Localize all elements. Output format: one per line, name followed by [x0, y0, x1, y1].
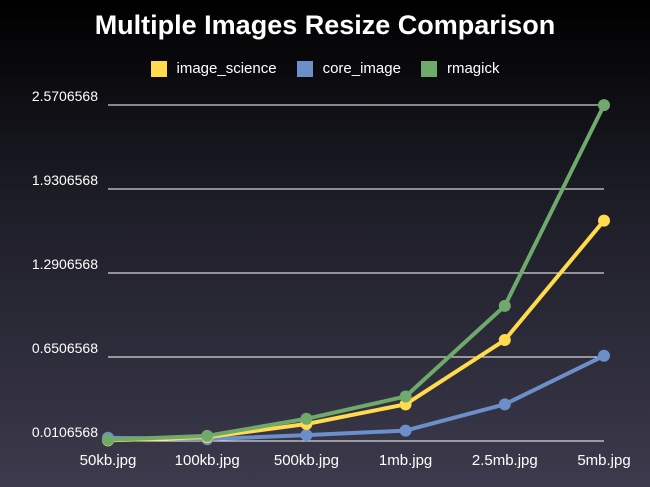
- legend-label-image-science: image_science: [176, 60, 277, 77]
- legend-item-core-image: core_image: [296, 60, 401, 77]
- x-tick-label-1: 100kb.jpg: [175, 452, 240, 469]
- series-line-rmagick: [106, 103, 606, 442]
- x-tick-label-5: 5mb.jpg: [577, 452, 630, 469]
- legend-label-core-image: core_image: [322, 60, 401, 77]
- data-point-image-science-4: [498, 334, 511, 347]
- x-tick-label-4: 2.5mb.jpg: [472, 452, 538, 469]
- x-tick-label-3: 1mb.jpg: [379, 452, 432, 469]
- y-tick-label-0: 0.0106568: [32, 424, 98, 440]
- data-point-rmagick-5: [598, 99, 610, 112]
- legend-item-rmagick: rmagick: [420, 60, 500, 77]
- data-point-rmagick-2: [300, 412, 313, 425]
- y-tick-label-1: 0.6506568: [32, 340, 98, 356]
- chart-title: Multiple Images Resize Comparison: [94, 10, 556, 40]
- data-point-rmagick-1: [201, 429, 214, 442]
- series-line-core-image: [106, 353, 606, 442]
- y-tick-label-2: 1.2906568: [32, 256, 98, 272]
- data-point-image-science-5: [598, 214, 610, 227]
- data-point-core-image-4: [498, 398, 511, 411]
- data-point-rmagick-4: [498, 299, 511, 312]
- legend-swatch-core-image: [296, 60, 313, 77]
- legend-swatch-rmagick: [420, 60, 437, 77]
- y-tick-label-3: 1.9306568: [32, 172, 98, 188]
- legend: image_science core_image rmagick: [0, 60, 650, 77]
- y-tick-label-4: 2.5706568: [32, 88, 98, 104]
- data-point-core-image-5: [598, 349, 610, 362]
- data-point-rmagick-3: [399, 390, 412, 403]
- data-point-core-image-2: [300, 429, 313, 442]
- x-tick-label-2: 500kb.jpg: [274, 452, 339, 469]
- legend-label-rmagick: rmagick: [446, 60, 500, 77]
- data-point-rmagick-0: [102, 433, 114, 446]
- legend-item-image-science: image_science: [150, 60, 277, 77]
- legend-swatch-image-science: [150, 60, 167, 77]
- x-tick-label-0: 50kb.jpg: [80, 452, 137, 469]
- data-point-core-image-3: [399, 424, 412, 437]
